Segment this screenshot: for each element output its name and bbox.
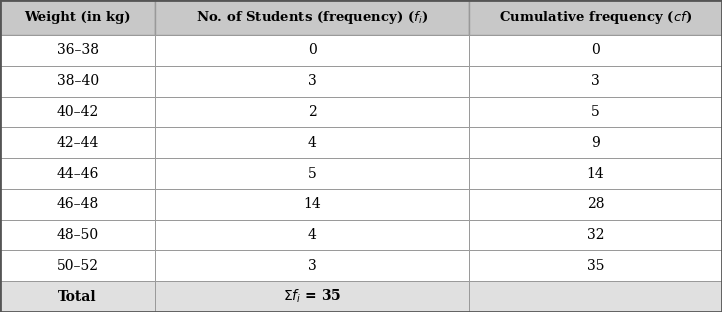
Bar — [469, 0, 722, 35]
Text: Cumulative frequency ($cf$): Cumulative frequency ($cf$) — [499, 9, 692, 26]
Text: 5: 5 — [591, 105, 600, 119]
Bar — [469, 66, 722, 96]
Text: 44–46: 44–46 — [56, 167, 99, 181]
Text: 9: 9 — [591, 136, 600, 150]
Text: 4: 4 — [308, 228, 317, 242]
Bar — [0, 251, 155, 281]
Bar — [0, 35, 155, 66]
Bar — [469, 251, 722, 281]
Text: 14: 14 — [587, 167, 604, 181]
Text: 42–44: 42–44 — [56, 136, 99, 150]
Text: No. of Students (frequency) ($f_i$): No. of Students (frequency) ($f_i$) — [196, 9, 428, 26]
Bar — [155, 158, 469, 189]
Text: $\Sigma f_i$ = 35: $\Sigma f_i$ = 35 — [283, 288, 342, 305]
Bar — [469, 158, 722, 189]
Bar — [155, 96, 469, 127]
Bar — [0, 158, 155, 189]
Bar — [155, 220, 469, 251]
Bar — [0, 220, 155, 251]
Bar — [0, 127, 155, 158]
Bar — [469, 189, 722, 220]
Text: 3: 3 — [308, 259, 317, 273]
Text: 32: 32 — [587, 228, 604, 242]
Text: 35: 35 — [587, 259, 604, 273]
Bar — [469, 220, 722, 251]
Text: 36–38: 36–38 — [56, 43, 99, 57]
Text: 40–42: 40–42 — [56, 105, 99, 119]
Text: 46–48: 46–48 — [56, 197, 99, 211]
Bar — [155, 189, 469, 220]
Text: 4: 4 — [308, 136, 317, 150]
Text: 3: 3 — [308, 74, 317, 88]
Text: 38–40: 38–40 — [56, 74, 99, 88]
Bar — [0, 96, 155, 127]
Bar — [155, 0, 469, 35]
Text: 0: 0 — [591, 43, 600, 57]
Bar — [155, 66, 469, 96]
Bar — [0, 66, 155, 96]
Bar — [469, 35, 722, 66]
Bar — [0, 0, 155, 35]
Text: 50–52: 50–52 — [56, 259, 99, 273]
Text: 28: 28 — [587, 197, 604, 211]
Text: 2: 2 — [308, 105, 317, 119]
Text: 14: 14 — [303, 197, 321, 211]
Text: Total: Total — [58, 290, 97, 304]
Text: Weight (in kg): Weight (in kg) — [25, 11, 131, 24]
Bar — [469, 127, 722, 158]
Bar — [155, 251, 469, 281]
Bar — [0, 281, 155, 312]
Bar — [469, 96, 722, 127]
Bar — [155, 35, 469, 66]
Text: 5: 5 — [308, 167, 317, 181]
Text: 48–50: 48–50 — [56, 228, 99, 242]
Bar — [155, 127, 469, 158]
Bar — [0, 189, 155, 220]
Bar — [155, 281, 469, 312]
Text: 0: 0 — [308, 43, 317, 57]
Bar — [469, 281, 722, 312]
Text: 3: 3 — [591, 74, 600, 88]
